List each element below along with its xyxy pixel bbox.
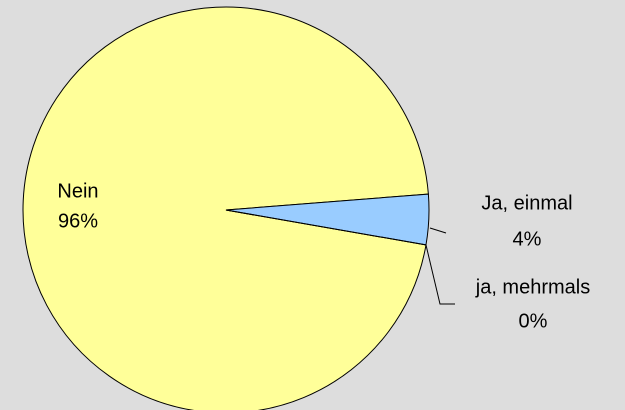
leader-line [425, 244, 455, 305]
slice-label: Ja, einmal [481, 192, 572, 214]
slice-value: 0% [519, 310, 548, 332]
slice-value: 4% [513, 228, 542, 250]
slice-value: 96% [58, 210, 98, 232]
leader-line [429, 227, 447, 234]
pie-slice [22, 6, 429, 410]
slice-label: ja, mehrmals [475, 276, 590, 298]
slice-label: Nein [57, 180, 98, 202]
